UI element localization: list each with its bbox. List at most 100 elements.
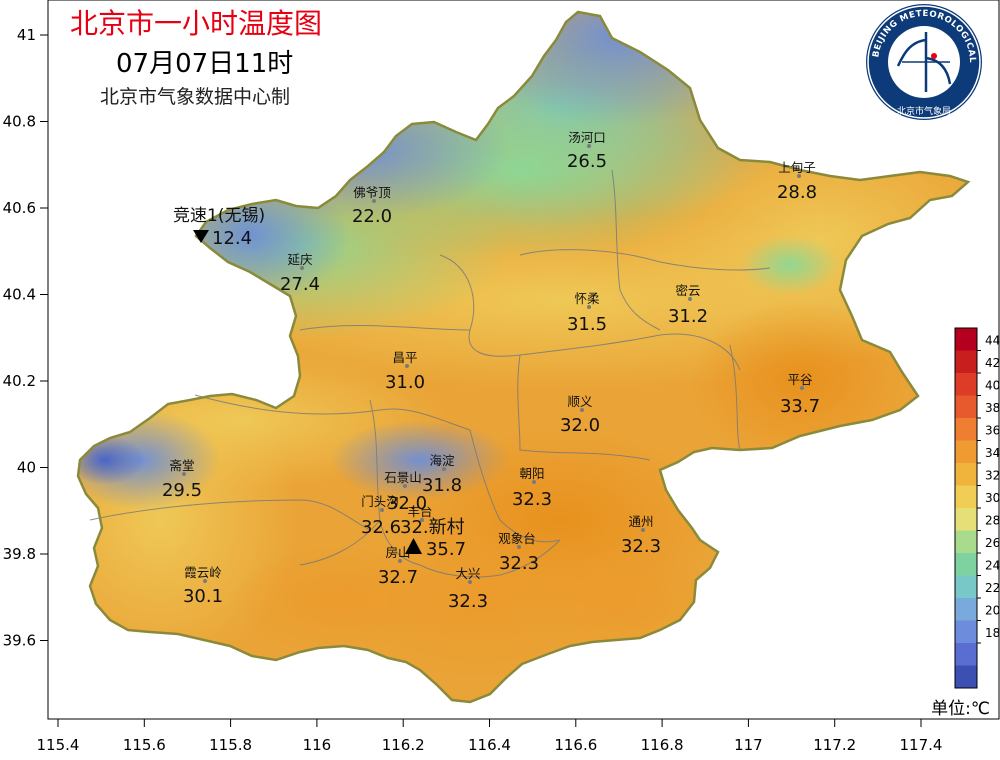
station-labels: 汤河口 26.5 上甸子 28.8 佛爷顶 22.0 延庆 27.4 怀柔 31.5 密云 31.2 昌… — [162, 130, 820, 612]
station-value: 12.4 — [212, 228, 252, 249]
station-name: 顺义 — [567, 394, 593, 409]
logo-bottom-text: 北京市气象局 — [897, 105, 951, 117]
station-dot — [532, 480, 536, 484]
legend-tick-label: 22 — [985, 581, 1000, 595]
station-name: 丰台 — [407, 504, 432, 519]
triangle-up-marker — [405, 538, 422, 554]
station-value: 32.3 — [512, 489, 552, 510]
weathervane-icon — [896, 32, 952, 92]
station-value: 32.7 — [378, 567, 418, 588]
station-name: 平谷 — [787, 372, 813, 387]
station-value: 35.7 — [426, 539, 466, 560]
station-name: 大兴 — [455, 566, 480, 581]
station-name: 延庆 — [287, 252, 313, 267]
legend-tick-label: 38 — [985, 401, 1000, 415]
station-value: 32.3 — [621, 536, 661, 557]
legend-tick-label: 32 — [985, 469, 1000, 483]
station-dot — [468, 580, 472, 584]
station-value: 32.3 — [499, 553, 539, 574]
legend-color-step — [955, 350, 977, 374]
station-dot — [420, 518, 424, 522]
station-dot — [580, 408, 584, 412]
station-dot — [398, 559, 402, 563]
legend-color-step — [955, 665, 977, 689]
beijing-boundary — [76, 10, 971, 704]
station-name: 通州 — [628, 514, 653, 529]
legend-color-step — [955, 598, 977, 621]
station-name: 观象台 — [498, 531, 536, 546]
triangle-down-marker — [193, 230, 209, 243]
station-value: 32.0 — [560, 415, 600, 436]
station-name: 怀柔 — [574, 291, 600, 306]
station-name: 霞云岭 — [184, 565, 222, 580]
y-tick-label: 40.2 — [3, 372, 36, 390]
station-dot — [800, 386, 804, 390]
legend-color-step — [955, 373, 977, 396]
y-tick-label: 41 — [17, 26, 36, 44]
map-datetime: 07月07日11时 — [116, 49, 293, 79]
legend-tick-label: 36 — [985, 424, 1000, 438]
legend-color-step — [955, 508, 977, 531]
station-value: 22.0 — [352, 206, 392, 227]
station-name: 朝阳 — [519, 466, 544, 481]
legend-tick-label: 44 — [985, 334, 1000, 348]
legend-color-step — [955, 530, 977, 554]
station-dot — [587, 305, 591, 309]
station-name: 佛爷顶 — [353, 185, 391, 200]
x-tick-label: 117.4 — [900, 736, 943, 754]
legend-tick-label: 18 — [985, 626, 1000, 640]
x-tick-label: 117.2 — [813, 736, 856, 754]
x-tick-label: 116.8 — [641, 736, 684, 754]
station-dot — [403, 484, 407, 488]
legend-tick-label: 26 — [985, 536, 1000, 550]
x-tick-label: 117 — [734, 736, 763, 754]
legend-color-step — [955, 328, 977, 351]
station-dot — [517, 545, 521, 549]
legend-tick-label: 34 — [985, 446, 1000, 460]
station-value: 31.8 — [422, 475, 462, 496]
y-tick-label: 40.4 — [3, 286, 36, 304]
x-tick-label: 116.6 — [554, 736, 597, 754]
legend-tick-label: 24 — [985, 559, 1000, 573]
station-dot — [203, 579, 207, 583]
station-name: 房山 — [385, 545, 410, 560]
station-value: 31.0 — [385, 372, 425, 393]
station-value: 32.0 — [387, 493, 427, 514]
y-tick-label: 40.8 — [3, 113, 36, 131]
station-name: 海淀 — [429, 453, 455, 468]
station-dot — [182, 472, 186, 476]
station-dot — [300, 266, 304, 270]
station-value: 26.5 — [567, 151, 607, 172]
district-boundaries — [89, 169, 771, 578]
y-tick-label: 39.6 — [3, 632, 36, 650]
legend-color-step — [955, 643, 977, 666]
legend-color-step — [955, 553, 977, 576]
x-axis: 115.4 115.6 115.8 116 116.2 116.4 116.6 116.8 11… — [37, 719, 943, 754]
x-tick-label: 116 — [303, 736, 332, 754]
legend-color-step — [955, 620, 977, 644]
station-value: 28.8 — [777, 182, 817, 203]
y-tick-label: 40 — [17, 459, 36, 477]
station-dot — [641, 528, 645, 532]
station-name: 上甸子 — [778, 160, 816, 175]
x-tick-label: 115.6 — [123, 736, 166, 754]
station-name: 昌平 — [392, 350, 417, 365]
legend-color-step — [955, 395, 977, 419]
station-name: 门头沟 — [361, 494, 399, 509]
station-value: 30.1 — [183, 586, 223, 607]
station-value: 32.3 — [448, 591, 488, 612]
legend-tick-label: 20 — [985, 604, 1000, 618]
station-value: 27.4 — [280, 274, 320, 295]
station-name: 密云 — [675, 283, 700, 298]
station-value: 33.7 — [780, 396, 820, 417]
station-dot — [372, 199, 376, 203]
station-name: 竞速1(无锡) — [173, 206, 265, 226]
station-value: 29.5 — [162, 480, 202, 501]
y-tick-label: 40.6 — [3, 199, 36, 217]
legend-tick-label: 42 — [985, 356, 1000, 370]
station-dot — [688, 297, 692, 301]
legend-color-step — [955, 575, 977, 599]
map-source: 北京市气象数据中心制 — [100, 86, 290, 108]
